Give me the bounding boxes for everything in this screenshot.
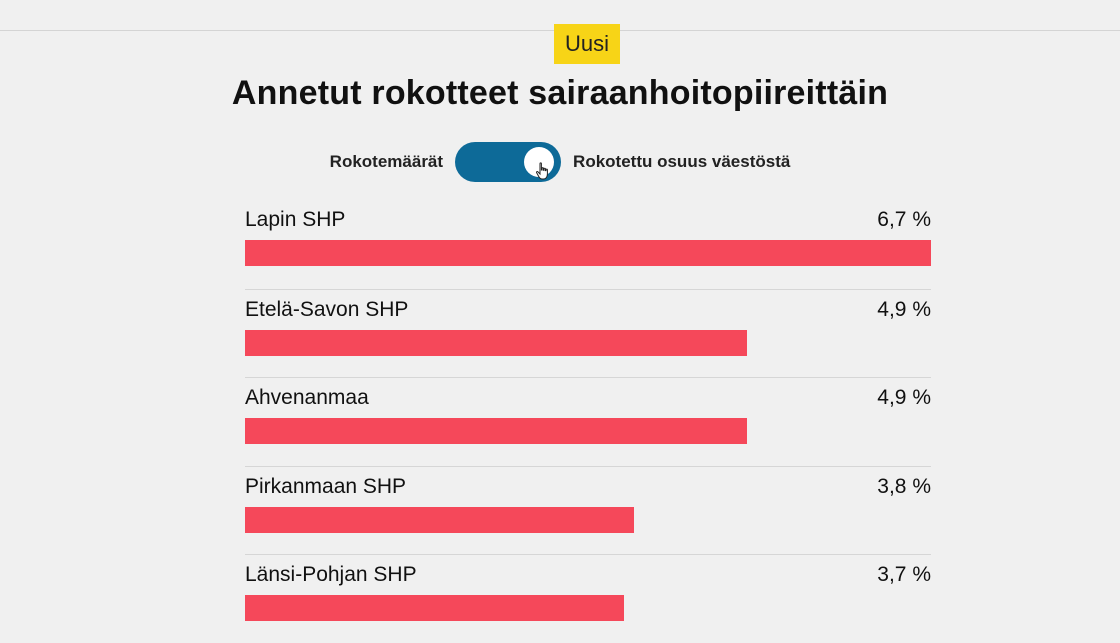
bar-category-label: Pirkanmaan SHP	[245, 474, 407, 498]
view-toggle-switch[interactable]	[455, 142, 562, 182]
bar-track	[245, 329, 931, 356]
bar-chart: Lapin SHP 6,7 % Etelä-Savon SHP 4,9 % Ahvena…	[245, 200, 931, 643]
chart-title: Annetut rokotteet sairaanhoitopiireittäi…	[231, 74, 889, 112]
bar-row: Ahvenanmaa 4,9 %	[245, 377, 931, 466]
hand-pointer-icon	[536, 162, 548, 180]
bar	[245, 595, 624, 621]
bar-track	[245, 595, 931, 621]
toggle-knob[interactable]	[524, 147, 555, 177]
bar-track	[245, 418, 931, 444]
bar	[245, 329, 747, 356]
bar-category-label: Lapin SHP	[245, 208, 346, 231]
bar-value-label: 4,9 %	[877, 386, 931, 409]
bar-row: Pirkanmaan SHP 3,8 %	[245, 465, 931, 555]
bar-row: Etelä-Savon SHP 4,9 %	[245, 288, 931, 378]
bar	[245, 240, 931, 266]
view-toggle-row: Rokotemäärät Rokotettu osuus väestöstä	[0, 142, 1120, 182]
bar-track	[245, 240, 931, 266]
bar-category-label: Etelä-Savon SHP	[245, 297, 409, 321]
toggle-label-share[interactable]: Rokotettu osuus väestöstä	[573, 152, 791, 171]
bar-category-label: Ahvenanmaa	[245, 386, 369, 409]
bar-track	[245, 506, 931, 533]
bar	[245, 418, 747, 444]
bar-value-label: 6,7 %	[877, 208, 931, 231]
bar	[245, 506, 635, 533]
bar-row: Lapin SHP 6,7 %	[245, 200, 931, 289]
bar-value-label: 3,8 %	[877, 474, 931, 498]
bar-row: Länsi-Pohjan SHP 3,7 %	[245, 554, 931, 643]
bar-category-label: Länsi-Pohjan SHP	[245, 563, 417, 586]
bar-value-label: 3,7 %	[877, 563, 931, 586]
new-badge: Uusi	[554, 24, 620, 64]
bar-value-label: 4,9 %	[877, 297, 931, 321]
toggle-label-counts[interactable]: Rokotemäärät	[329, 152, 444, 171]
